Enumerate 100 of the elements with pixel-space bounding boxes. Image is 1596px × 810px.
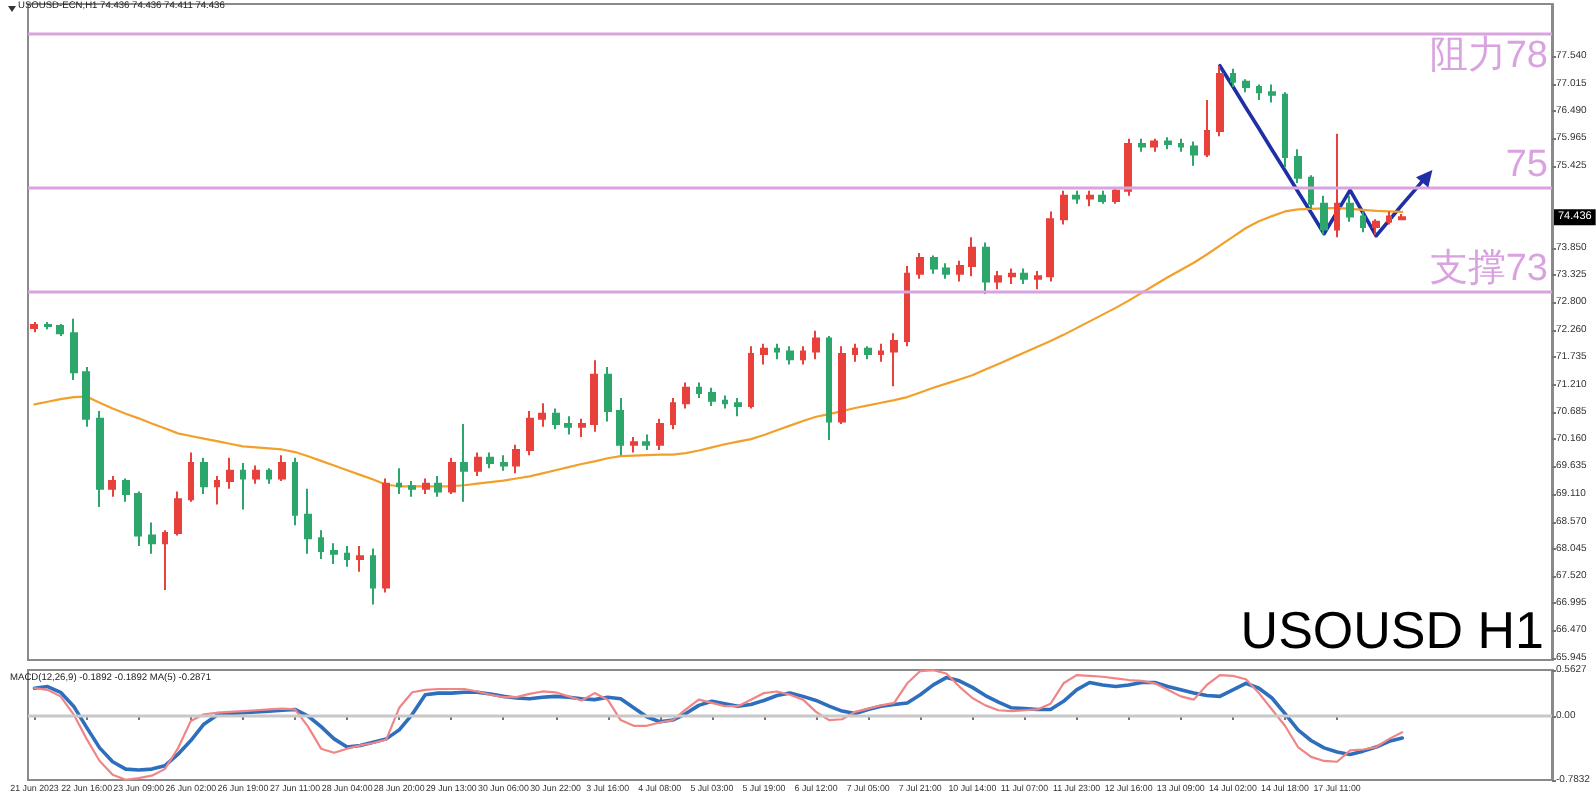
candlestick xyxy=(1060,189,1068,226)
candlestick xyxy=(526,410,534,457)
candlestick xyxy=(564,415,572,436)
candlestick xyxy=(1282,91,1288,169)
candlestick xyxy=(930,254,938,275)
candlestick xyxy=(30,320,38,334)
candlestick xyxy=(852,342,858,363)
candlestick xyxy=(162,529,168,591)
candlestick xyxy=(1150,137,1158,153)
candlestick xyxy=(214,474,220,506)
candlestick xyxy=(318,529,324,560)
candlestick xyxy=(1216,64,1224,138)
candlestick xyxy=(1164,136,1172,151)
candlestick xyxy=(56,322,64,337)
candlestick xyxy=(1398,213,1406,222)
candlestick xyxy=(538,402,546,428)
candlestick xyxy=(800,345,806,366)
candlestick xyxy=(304,487,312,555)
candlestick xyxy=(904,264,910,348)
candlestick xyxy=(1034,270,1042,291)
candlestick xyxy=(1190,140,1198,167)
candlestick xyxy=(266,467,272,485)
candlestick xyxy=(864,345,872,361)
candlestick xyxy=(942,262,950,280)
candlestick xyxy=(1112,187,1120,205)
candlestick xyxy=(434,474,442,498)
candlestick xyxy=(512,443,520,475)
ref-line-label: 支撑73 xyxy=(1429,247,1548,290)
candlestick xyxy=(760,342,768,366)
candlestick xyxy=(188,451,194,503)
candlestick xyxy=(1138,137,1146,153)
candlestick xyxy=(786,345,794,366)
candlestick xyxy=(722,394,728,410)
candlestick xyxy=(396,467,402,496)
candlestick xyxy=(708,386,716,407)
text: USOUSD H1 xyxy=(1240,600,1545,660)
candlestick xyxy=(460,423,468,503)
candlestick xyxy=(500,454,508,472)
candlestick xyxy=(590,359,598,433)
candlestick xyxy=(1098,189,1106,205)
candlestick xyxy=(994,270,1002,291)
candlestick xyxy=(642,433,650,451)
candlestick xyxy=(552,407,560,431)
candlestick xyxy=(148,521,156,555)
candlestick xyxy=(292,456,298,527)
candlestick xyxy=(916,251,924,280)
candlestick xyxy=(696,381,702,400)
candlestick xyxy=(1346,194,1354,223)
candlestick xyxy=(656,417,664,451)
candlestick xyxy=(108,474,116,498)
candlestick xyxy=(890,332,898,388)
candlestick xyxy=(1230,67,1236,88)
ref-line-label: 阻力78 xyxy=(1429,34,1548,77)
candlestick xyxy=(982,241,990,295)
candlestick xyxy=(408,480,416,498)
candlestick xyxy=(956,259,964,283)
candlestick xyxy=(630,436,638,454)
candlestick xyxy=(1020,267,1028,286)
candlestick xyxy=(1178,137,1184,153)
candlestick xyxy=(252,464,260,485)
candlestick xyxy=(1268,83,1276,104)
candlestick xyxy=(1086,189,1094,208)
candlestick xyxy=(1360,210,1366,234)
candlestick xyxy=(1008,267,1016,286)
candlestick xyxy=(1072,189,1080,205)
candlestick xyxy=(1124,137,1132,197)
candlestick xyxy=(616,397,624,457)
candlestick xyxy=(1242,78,1250,94)
candlestick xyxy=(82,366,90,428)
candlestick xyxy=(474,451,482,477)
candlestick xyxy=(422,477,430,496)
line-series xyxy=(33,206,1404,488)
candlestick xyxy=(1372,218,1380,236)
ref-line-label: 75 xyxy=(1505,144,1548,187)
candlestick xyxy=(826,334,832,442)
candlestick xyxy=(878,342,884,363)
candlestick xyxy=(330,542,338,566)
candlestick xyxy=(604,366,612,423)
candlestick xyxy=(486,451,494,470)
candlestick xyxy=(70,317,78,381)
candlestick xyxy=(734,397,742,418)
candlestick xyxy=(1256,83,1262,101)
candlestick xyxy=(578,417,586,439)
candlestick xyxy=(226,456,234,490)
candlestick xyxy=(812,329,820,361)
candlestick xyxy=(356,544,364,573)
candlestick xyxy=(122,477,130,503)
candlestick xyxy=(1204,98,1210,158)
candlestick xyxy=(344,544,350,568)
candlestick xyxy=(370,547,376,606)
candlestick xyxy=(774,342,780,361)
candlestick xyxy=(968,236,976,278)
candlestick xyxy=(174,490,182,537)
candlestick xyxy=(1334,132,1340,239)
candlestick xyxy=(240,461,246,511)
candlestick xyxy=(748,345,754,410)
candlestick xyxy=(382,477,390,594)
candlestick xyxy=(838,345,846,426)
candlestick xyxy=(200,456,208,496)
candlestick xyxy=(1046,210,1054,283)
